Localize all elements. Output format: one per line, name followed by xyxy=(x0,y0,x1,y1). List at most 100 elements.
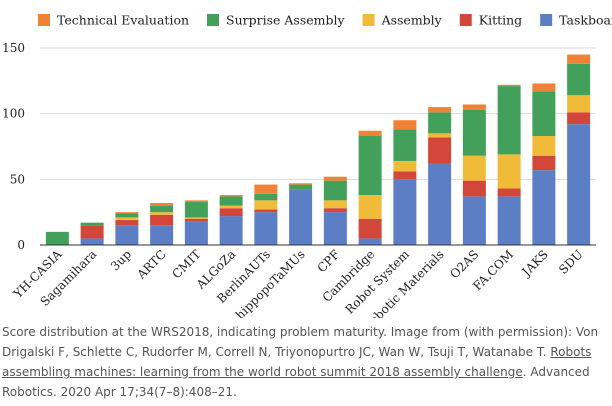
bar-berlinauts-technical-evaluation xyxy=(254,184,278,194)
caption-citation: . Advanced Robotics. 2020 Apr 17;34(7–8)… xyxy=(2,365,590,399)
bar-stack-cmit xyxy=(184,200,208,245)
legend-item-kitting: Kitting xyxy=(459,13,522,28)
bar-sdu-technical-evaluation xyxy=(567,54,591,64)
bar-jaks-surprise-assembly xyxy=(532,91,556,136)
bar-hippopotamus-taskboard xyxy=(289,189,313,245)
bar-3up-surprise-assembly xyxy=(115,213,139,218)
bar-stack-jaks xyxy=(532,83,556,245)
bar-algoza-assembly xyxy=(219,205,243,209)
bar-cmit-technical-evaluation xyxy=(184,200,208,202)
bar-algoza-taskboard xyxy=(219,216,243,245)
legend-swatch-taskboard xyxy=(540,14,553,26)
bar-hippopotamus-technical-evaluation xyxy=(289,183,313,185)
bar-cambridge-taskboard xyxy=(358,238,382,245)
legend-item-surprise-assembly: Surprise Assembly xyxy=(207,13,345,28)
bar-stack-o2as xyxy=(462,104,486,245)
x-tick-label-artc: ARTC xyxy=(134,247,169,282)
bar-artc-technical-evaluation xyxy=(150,202,174,206)
bar-cpf-taskboard xyxy=(323,212,347,245)
legend-label-assembly: Assembly xyxy=(381,13,443,28)
bar-fa-com-technical-evaluation xyxy=(497,84,521,87)
bar-stack-sagamihara xyxy=(80,222,104,245)
bar-robot-system-technical-evaluation xyxy=(393,120,417,130)
bar-o2as-kitting xyxy=(462,180,486,197)
bar-sdu-taskboard xyxy=(567,124,591,245)
chart-bars xyxy=(45,54,591,245)
bar-yh-casia-surprise-assembly xyxy=(45,231,69,245)
figure-caption: Score distribution at the WRS2018, indic… xyxy=(2,322,608,402)
bar-stack-fa-com xyxy=(497,84,521,245)
bar-cmit-kitting xyxy=(184,218,208,222)
bar-cambridge-assembly xyxy=(358,195,382,219)
legend-item-technical-evaluation: Technical Evaluation xyxy=(38,13,189,28)
bar-sdu-assembly xyxy=(567,95,591,113)
bar-robotic-materials-kitting xyxy=(428,137,452,164)
stacked-bar-chart: Technical Evaluation Surprise Assembly Ass… xyxy=(2,13,612,319)
bar-artc-surprise-assembly xyxy=(150,205,174,213)
bar-robotic-materials-technical-evaluation xyxy=(428,107,452,113)
bar-jaks-technical-evaluation xyxy=(532,83,556,92)
bar-robotic-materials-assembly xyxy=(428,133,452,138)
bar-sdu-surprise-assembly xyxy=(567,63,591,96)
bar-robotic-materials-surprise-assembly xyxy=(428,112,452,134)
bar-artc-assembly xyxy=(150,212,174,215)
y-tick-label-50: 50 xyxy=(10,172,25,186)
bar-stack-robot-system xyxy=(393,120,417,245)
x-tick-label-sdu: SDU xyxy=(556,247,586,277)
bar-cmit-assembly xyxy=(184,217,208,219)
bar-artc-kitting xyxy=(150,214,174,226)
bar-cpf-assembly xyxy=(323,200,347,209)
bar-cambridge-kitting xyxy=(358,218,382,239)
bar-berlinauts-kitting xyxy=(254,209,278,213)
bar-fa-com-taskboard xyxy=(497,196,521,245)
legend-item-taskboard: Taskboard xyxy=(540,13,612,28)
bar-artc-taskboard xyxy=(150,225,174,245)
bar-cmit-taskboard xyxy=(184,221,208,245)
bar-cmit-surprise-assembly xyxy=(184,201,208,218)
chart-canvas: Technical Evaluation Surprise Assembly Ass… xyxy=(2,13,612,319)
bar-3up-taskboard xyxy=(115,225,139,245)
bar-stack-hippopotamus xyxy=(289,183,313,245)
bar-cambridge-surprise-assembly xyxy=(358,135,382,196)
bar-jaks-taskboard xyxy=(532,170,556,245)
bar-stack-algoza xyxy=(219,195,243,245)
chart-legend: Technical Evaluation Surprise Assembly Ass… xyxy=(38,13,612,28)
bar-cpf-surprise-assembly xyxy=(323,180,347,201)
y-axis-ticks: 0 50 100 150 xyxy=(2,41,25,252)
bar-algoza-surprise-assembly xyxy=(219,196,243,206)
bar-berlinauts-assembly xyxy=(254,200,278,210)
legend-label-taskboard: Taskboard xyxy=(559,13,612,28)
y-tick-label-150: 150 xyxy=(2,41,25,55)
bar-berlinauts-taskboard xyxy=(254,212,278,245)
bar-berlinauts-surprise-assembly xyxy=(254,193,278,201)
bar-jaks-kitting xyxy=(532,155,556,171)
bar-algoza-kitting xyxy=(219,208,243,217)
legend-label-surprise-assembly: Surprise Assembly xyxy=(226,13,345,28)
bar-3up-assembly xyxy=(115,217,139,221)
y-tick-label-0: 0 xyxy=(17,238,25,252)
bar-o2as-assembly xyxy=(462,155,486,181)
bar-stack-3up xyxy=(115,212,139,245)
caption-paper-link[interactable]: Robots assembling machines: learning fro… xyxy=(2,345,592,379)
bar-robot-system-kitting xyxy=(393,171,417,180)
bar-robot-system-assembly xyxy=(393,160,417,172)
bar-fa-com-kitting xyxy=(497,188,521,197)
bar-o2as-technical-evaluation xyxy=(462,104,486,110)
bar-3up-technical-evaluation xyxy=(115,212,139,214)
bar-algoza-technical-evaluation xyxy=(219,195,243,197)
bar-sagamihara-taskboard xyxy=(80,238,104,245)
bar-o2as-taskboard xyxy=(462,196,486,245)
caption-text: Score distribution at the WRS2018, indic… xyxy=(2,325,599,359)
bar-cpf-kitting xyxy=(323,208,347,213)
legend-swatch-kitting xyxy=(459,14,472,26)
bar-fa-com-assembly xyxy=(497,154,521,189)
bar-robot-system-surprise-assembly xyxy=(393,129,417,161)
bar-fa-com-surprise-assembly xyxy=(497,86,521,155)
bar-sagamihara-surprise-assembly xyxy=(80,222,104,226)
bar-cpf-technical-evaluation xyxy=(323,176,347,181)
bar-jaks-assembly xyxy=(532,135,556,156)
bar-robot-system-taskboard xyxy=(393,179,417,245)
bar-stack-sdu xyxy=(567,54,591,245)
x-tick-label-jaks: JAKS xyxy=(518,247,551,280)
